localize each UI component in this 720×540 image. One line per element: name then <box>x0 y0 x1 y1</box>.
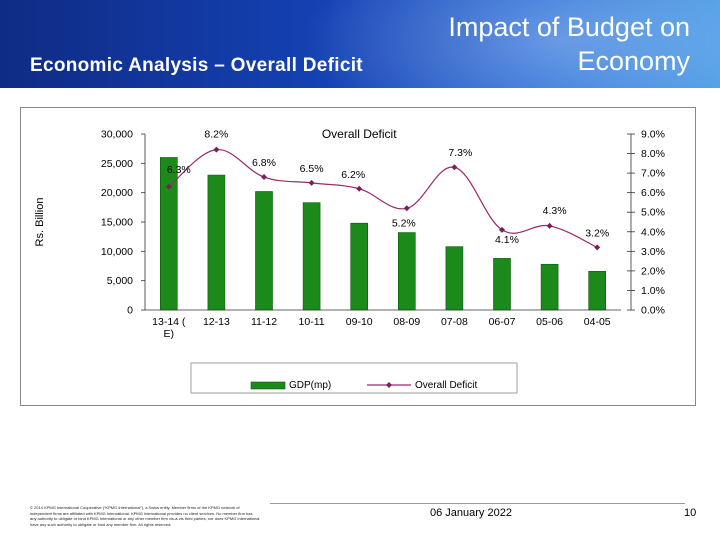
title-banner: Economic Analysis – Overall Deficit Impa… <box>0 0 720 88</box>
deficit-marker <box>356 185 363 192</box>
data-label: 6.5% <box>300 163 324 175</box>
x-tick-label: 11-12 <box>251 316 277 328</box>
data-label: 6.8% <box>252 157 276 169</box>
chart-frame: 0 5,000 10,000 15,000 20,000 25,000 30,000 0.0%… <box>20 107 696 406</box>
y2-tick-label: 5.0% <box>641 207 665 219</box>
y-tick-label: 5,000 <box>107 275 133 287</box>
banner-swoosh <box>300 0 720 88</box>
page-number: 10 <box>684 507 697 519</box>
footer-date: 06 January 2022 <box>430 507 512 519</box>
data-label: 6.3% <box>167 164 191 176</box>
chart-title: Overall Deficit <box>322 127 397 141</box>
deficit-marker <box>261 174 267 181</box>
y-tick-label: 15,000 <box>101 217 133 229</box>
y-tick-label: 20,000 <box>101 187 133 199</box>
footer-divider <box>270 503 685 504</box>
data-label: 6.2% <box>341 169 365 181</box>
legend-box <box>190 362 518 394</box>
deficit-line <box>168 149 598 248</box>
bar <box>397 232 416 311</box>
data-label: 4.1% <box>495 234 519 246</box>
data-label: 7.3% <box>448 147 472 159</box>
x-tick-label: 06-07 <box>489 316 516 328</box>
y-tick-label: 10,000 <box>101 246 133 258</box>
x-tick-label: 12-13 <box>203 316 230 328</box>
y2-tick-label: 1.0% <box>641 285 665 297</box>
bar <box>350 222 369 311</box>
legend-marker-swatch <box>386 382 392 388</box>
y2-tick-label: 3.0% <box>641 246 665 258</box>
bar <box>540 263 559 311</box>
footer-disclaimer: © 2014 KPMG International Cooperative (“… <box>30 505 260 527</box>
y2-tick-label: 7.0% <box>641 168 665 180</box>
deficit-marker <box>308 179 315 186</box>
deficit-marker <box>594 244 601 251</box>
x-tick-label: 08-09 <box>393 316 420 328</box>
y2-tick-label: 6.0% <box>641 187 665 199</box>
y2-tick-label: 4.0% <box>641 226 665 238</box>
x-tick-label: 13-14 ( <box>152 316 186 328</box>
x-tick-label-wrap: E) <box>164 328 175 340</box>
data-label: 3.2% <box>585 227 609 239</box>
y2-tick-label: 2.0% <box>641 265 665 277</box>
bar <box>302 202 321 311</box>
bar <box>255 191 273 311</box>
deficit-marker <box>499 226 505 233</box>
section-title: Economic Analysis – Overall Deficit <box>30 55 363 76</box>
y-tick-label: 30,000 <box>101 129 133 141</box>
x-tick-label: 10-11 <box>299 316 325 328</box>
y-tick-label: 25,000 <box>101 158 133 170</box>
legend-label-deficit: Overall Deficit <box>415 380 477 391</box>
deficit-marker <box>546 222 553 229</box>
bar <box>207 174 226 311</box>
bar <box>588 270 607 311</box>
bar <box>445 246 464 311</box>
x-tick-label: 09-10 <box>346 316 373 328</box>
y2-tick-label: 9.0% <box>641 129 665 141</box>
x-tick-label: 05-06 <box>536 316 563 328</box>
y2-tick-label: 0.0% <box>641 305 665 317</box>
deficit-marker <box>451 164 458 171</box>
data-label: 8.2% <box>204 129 228 141</box>
y2-tick-label: 8.0% <box>641 148 665 160</box>
x-tick-label: 04-05 <box>584 316 611 328</box>
deck-title: Impact of Budget on Economy <box>448 12 690 76</box>
deficit-marker <box>213 146 220 153</box>
deficit-marker <box>403 205 410 212</box>
bar <box>493 258 511 311</box>
data-label: 4.3% <box>543 205 567 217</box>
x-tick-label: 07-08 <box>441 316 468 328</box>
legend-bar-swatch <box>250 381 286 390</box>
deficit-marker <box>165 183 172 190</box>
y-tick-label: 0 <box>127 305 133 317</box>
deficit-chart: 0 5,000 10,000 15,000 20,000 25,000 30,000 0.0%… <box>34 127 665 394</box>
y-axis-title: Rs. Billion <box>34 198 46 247</box>
data-label: 5.2% <box>392 217 416 229</box>
legend-label-gdp: GDP(mp) <box>289 380 331 391</box>
